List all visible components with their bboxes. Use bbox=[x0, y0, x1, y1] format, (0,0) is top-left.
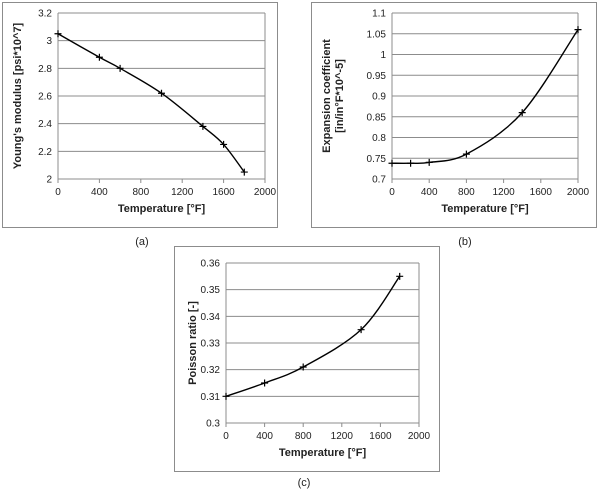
y-tick-label: 0.31 bbox=[201, 392, 221, 403]
y-tick-label: 0.95 bbox=[367, 71, 387, 82]
y-tick-label: 0.36 bbox=[201, 259, 221, 270]
caption-a: (a) bbox=[135, 236, 149, 248]
caption-b: (b) bbox=[458, 236, 472, 248]
x-tick-label: 1200 bbox=[331, 431, 354, 442]
x-axis-label: Temperature [°F] bbox=[118, 203, 206, 215]
series-line bbox=[225, 275, 401, 397]
x-tick-label: 2000 bbox=[254, 187, 277, 198]
x-tick-label: 400 bbox=[91, 187, 108, 198]
y-tick-label: 0.75 bbox=[367, 154, 387, 165]
x-tick-label: 1200 bbox=[171, 187, 194, 198]
y-tick-label: 2.6 bbox=[38, 92, 52, 103]
expansion-coefficient-chart: 0.7 0.75 0.8 0.85 0.9 0.95 1 1.05 1.1 0 400 800 1200… bbox=[311, 2, 597, 228]
y-tick-label: 1 bbox=[380, 50, 386, 61]
data-point-marker bbox=[518, 109, 526, 117]
x-tick-label: 1600 bbox=[369, 431, 392, 442]
data-point-marker bbox=[425, 158, 433, 166]
x-tick-label: 1600 bbox=[530, 187, 553, 198]
x-tick-label: 0 bbox=[55, 187, 61, 198]
x-tick-label: 0 bbox=[223, 431, 229, 442]
y-tick-label: 2.8 bbox=[38, 64, 52, 75]
expansion-coefficient-plot: 0.7 0.75 0.8 0.85 0.9 0.95 1 1.05 1.1 0 400 800 1200… bbox=[321, 9, 590, 216]
y-tick-label: 0.8 bbox=[372, 133, 386, 144]
data-point-marker bbox=[95, 53, 103, 61]
y-tick-label: 1.05 bbox=[367, 29, 387, 40]
x-axis-label: Temperature [°F] bbox=[441, 203, 529, 215]
y-axis-label: Poisson ratio [-] bbox=[187, 301, 199, 385]
y-tick-label: 0.34 bbox=[201, 312, 221, 323]
x-tick-label: 2000 bbox=[567, 187, 590, 198]
x-tick-label: 1200 bbox=[492, 187, 515, 198]
y-tick-label: 1.1 bbox=[372, 9, 386, 20]
poisson-ratio-plot: 0.3 0.31 0.32 0.33 0.34 0.35 0.36 0 400 800 1200 16… bbox=[187, 259, 431, 460]
y-tick-label: 0.32 bbox=[201, 365, 221, 376]
x-tick-label: 400 bbox=[421, 187, 438, 198]
data-point-marker bbox=[357, 326, 365, 334]
y-tick-label: 2.4 bbox=[38, 119, 52, 130]
y-tick-label: 3 bbox=[46, 36, 52, 47]
y-tick-label: 0.85 bbox=[367, 112, 387, 123]
caption-c: (c) bbox=[297, 477, 311, 489]
data-point-marker bbox=[388, 159, 396, 167]
y-tick-label: 3.2 bbox=[38, 9, 52, 20]
data-point-marker bbox=[54, 30, 62, 38]
data-point-marker bbox=[299, 363, 307, 371]
data-point-marker bbox=[462, 150, 470, 158]
youngs-modulus-chart: 2 2.2 2.4 2.6 2.8 3 3.2 0 400 800 1200 1600 2000 Temp… bbox=[2, 2, 278, 228]
y-tick-label: 0.9 bbox=[372, 92, 386, 103]
x-tick-label: 800 bbox=[132, 187, 149, 198]
data-point-marker bbox=[220, 140, 228, 148]
data-point-marker bbox=[116, 64, 124, 72]
data-point-marker bbox=[222, 392, 230, 400]
data-point-marker bbox=[407, 159, 415, 167]
data-point-marker bbox=[261, 379, 269, 387]
y-axis-label: Young's modulus [psi*10^7] bbox=[12, 22, 24, 169]
data-point-marker bbox=[574, 26, 582, 34]
youngs-modulus-plot: 2 2.2 2.4 2.6 2.8 3 3.2 0 400 800 1200 1600 2000 Temp… bbox=[12, 9, 277, 216]
y-tick-label: 0.33 bbox=[201, 339, 221, 350]
y-tick-label: 0.35 bbox=[201, 285, 221, 296]
data-point-marker bbox=[199, 122, 207, 130]
y-axis-label: Expansion coefficient bbox=[321, 39, 333, 153]
poisson-ratio-chart: 0.3 0.31 0.32 0.33 0.34 0.35 0.36 0 400 800 1200 16… bbox=[174, 246, 440, 472]
x-tick-label: 2000 bbox=[408, 431, 431, 442]
y-axis-label: [in/in°F*10^-5] bbox=[334, 59, 346, 133]
y-tick-label: 0.3 bbox=[206, 419, 220, 430]
x-tick-label: 800 bbox=[458, 187, 475, 198]
y-tick-label: 2.2 bbox=[38, 147, 52, 158]
x-axis-label: Temperature [°F] bbox=[279, 447, 367, 459]
y-tick-label: 2 bbox=[46, 175, 52, 186]
data-point-marker bbox=[240, 168, 248, 176]
data-point-marker bbox=[396, 272, 404, 280]
x-tick-label: 0 bbox=[389, 187, 395, 198]
x-tick-label: 800 bbox=[295, 431, 312, 442]
data-point-marker bbox=[158, 89, 165, 97]
x-tick-label: 1600 bbox=[212, 187, 235, 198]
y-tick-label: 0.7 bbox=[372, 175, 386, 186]
x-tick-label: 400 bbox=[256, 431, 273, 442]
